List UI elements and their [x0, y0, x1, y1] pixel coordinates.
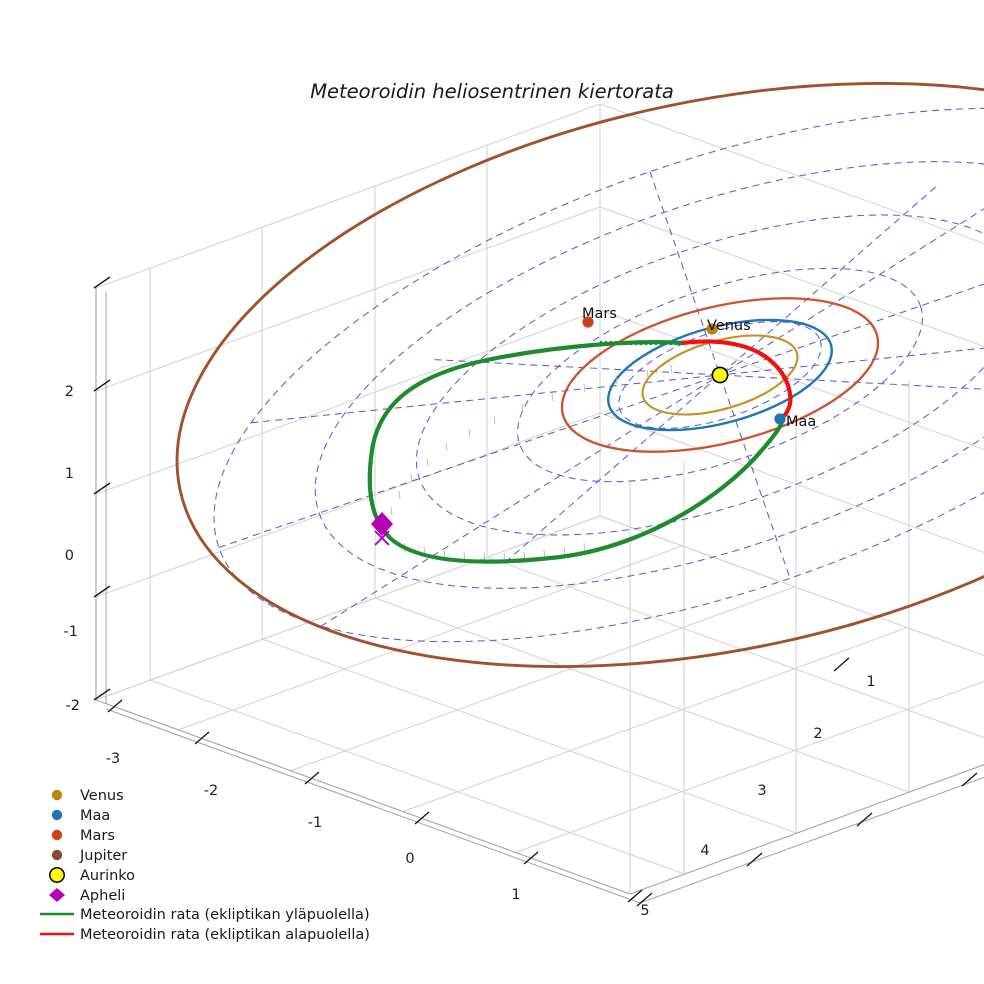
apheli-projection-x-icon: [374, 530, 390, 546]
planet-markers: [582, 316, 786, 425]
legend-item-mars[interactable]: Mars: [51, 828, 115, 844]
legend-marker-venus-icon: [51, 789, 63, 801]
z-tick-2: 0: [65, 548, 74, 564]
x-tick-2: -1: [308, 815, 322, 831]
legend-marker-aurinko-icon: [49, 867, 65, 883]
z-tick-4: -2: [66, 698, 80, 714]
aurinko-marker: [711, 366, 729, 384]
z-tick-0: 2: [65, 384, 74, 400]
legend-marker-maa-icon: [51, 809, 63, 821]
x-tick-1: -2: [204, 783, 218, 799]
legend-label-aurinko: Aurinko: [80, 868, 135, 884]
legend-marker-apheli-icon: [49, 888, 65, 902]
legend-label-orbit-below: Meteoroidin rata (ekliptikan alapuolella…: [80, 927, 370, 943]
y-tick-1: 2: [813, 726, 822, 742]
legend-marker-mars-icon: [51, 829, 63, 841]
legend-label-jupiter: Jupiter: [79, 848, 127, 864]
legend-item-maa[interactable]: Maa: [51, 808, 110, 824]
z-tick-3: -1: [64, 624, 78, 640]
legend-label-maa: Maa: [80, 808, 110, 824]
apheli-marker-group: [371, 512, 393, 546]
mars-orbit: [560, 297, 880, 453]
venus-marker: [706, 323, 718, 335]
y-tick-3: 4: [700, 843, 709, 859]
legend-label-mars: Mars: [80, 828, 115, 844]
legend-item-orbit-below[interactable]: Meteoroidin rata (ekliptikan alapuolella…: [40, 927, 370, 943]
x-axis: -3 -2 -1 0 1: [106, 699, 643, 903]
x-tick-0: -3: [106, 751, 120, 767]
legend-item-apheli[interactable]: Apheli: [49, 888, 125, 904]
meteoroid-orbit-above-ecliptic: [367, 340, 785, 564]
legend-item-orbit-above[interactable]: Meteoroidin rata (ekliptikan yläpuolella…: [40, 907, 370, 923]
legend-label-apheli: Apheli: [80, 888, 125, 904]
y-tick-0: 1: [866, 674, 875, 690]
x-tick-3: 0: [405, 851, 414, 867]
venus-annotation-label: Venus: [707, 318, 751, 334]
legend-item-aurinko[interactable]: Aurinko: [49, 867, 135, 884]
jupiter-orbit: [175, 81, 984, 669]
axis-spines: [95, 288, 984, 904]
legend-label-orbit-above: Meteoroidin rata (ekliptikan yläpuolella…: [80, 907, 370, 923]
y-tick-4: 5: [640, 903, 649, 919]
legend-label-venus: Venus: [80, 788, 124, 804]
chart-title: Meteoroidin heliosentrinen kiertorata: [310, 80, 674, 103]
maa-marker: [774, 413, 786, 425]
z-tick-1: 1: [65, 466, 74, 482]
mars-annotation-label: Mars: [582, 306, 617, 322]
legend: Venus Maa Mars Jupiter Aurinko Apheli: [40, 788, 370, 943]
mars-marker: [582, 316, 594, 328]
z-axis: 2 1 0 -1 -2: [64, 276, 111, 714]
maa-annotation-label: Maa: [786, 414, 816, 430]
legend-marker-jupiter-icon: [51, 849, 63, 861]
x-tick-4: 1: [511, 887, 520, 903]
y-axis: 5 4 3 2 1: [636, 657, 978, 919]
y-tick-2: 3: [757, 783, 766, 799]
meteoroid-orbit-below-ecliptic: [680, 339, 793, 422]
apheli-diamond-marker: [371, 512, 393, 536]
legend-item-jupiter[interactable]: Jupiter: [51, 848, 128, 864]
legend-item-venus[interactable]: Venus: [51, 788, 124, 804]
